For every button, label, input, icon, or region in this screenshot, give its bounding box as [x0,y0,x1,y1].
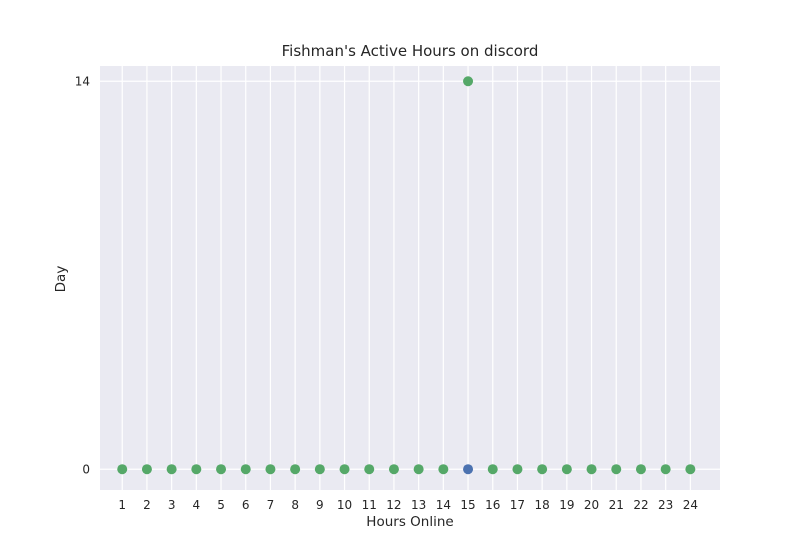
x-tick-label: 19 [559,498,574,512]
x-tick-label: 6 [242,498,250,512]
x-axis-label: Hours Online [366,514,454,530]
data-point-series-1 [463,464,474,475]
x-tick-label: 20 [584,498,599,512]
x-tick-label: 16 [485,498,500,512]
x-tick-label: 8 [291,498,299,512]
data-points [117,76,696,475]
y-tick-label: 0 [82,463,90,477]
data-point-series-2 [413,464,424,475]
x-tick-label: 21 [609,498,624,512]
data-point-series-2 [290,464,301,475]
x-tick-label: 14 [436,498,451,512]
x-tick-label: 5 [217,498,225,512]
data-point-series-2 [537,464,548,475]
data-point-series-2 [512,464,523,475]
x-tick-label: 1 [118,498,126,512]
x-tick-label: 13 [411,498,426,512]
x-tick-label: 24 [683,498,698,512]
x-tick-label: 10 [337,498,352,512]
x-tick-label: 15 [460,498,475,512]
data-point-series-2 [611,464,622,475]
x-tick-label: 7 [267,498,275,512]
data-point-series-2 [339,464,350,475]
data-point-series-2 [117,464,128,475]
x-tick-label: 18 [535,498,550,512]
data-point-series-2 [660,464,671,475]
data-point-series-2 [265,464,276,475]
data-point-series-2 [487,464,498,475]
y-axis-label: Day [53,265,69,293]
x-tick-label: 3 [168,498,176,512]
y-tick-label: 14 [75,75,90,89]
x-tick-label: 2 [143,498,151,512]
grid-lines [100,66,720,490]
data-point-series-2 [216,464,227,475]
x-tick-label: 12 [386,498,401,512]
data-point-series-2 [191,464,202,475]
data-point-series-2 [141,464,152,475]
data-point-series-2 [438,464,449,475]
x-tick-label: 17 [510,498,525,512]
x-tick-label: 22 [633,498,648,512]
data-point-series-2 [635,464,646,475]
data-point-series-2 [561,464,572,475]
data-point-series-2 [364,464,375,475]
data-point-series-2 [314,464,325,475]
data-point-series-2 [463,76,474,87]
plot-background [100,66,720,490]
data-point-series-2 [166,464,177,475]
x-tick-label: 11 [362,498,377,512]
x-tick-label: 4 [193,498,201,512]
data-point-series-2 [685,464,696,475]
tick-labels: 1 2 3 4 5 6 7 8 9 10 11 12 13 14 15 16 17 18 19 20 21 22 23 240… [75,75,698,512]
data-point-series-2 [388,464,399,475]
data-point-series-2 [240,464,251,475]
x-tick-label: 23 [658,498,673,512]
x-tick-label: 9 [316,498,324,512]
data-point-series-2 [586,464,597,475]
chart-title: Fishman's Active Hours on discord [281,42,539,60]
